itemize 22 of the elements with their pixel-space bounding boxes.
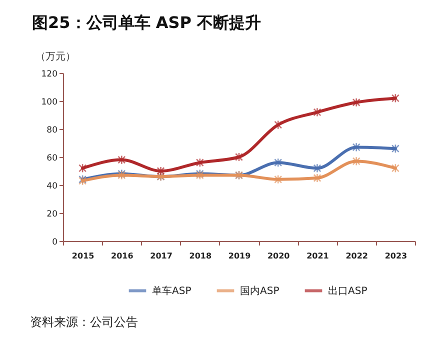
x-tick-label: 2016 [111, 252, 134, 260]
y-tick-label: 0 [52, 238, 58, 248]
x-tick-label: 2018 [189, 252, 212, 260]
legend-label: 国内ASP [240, 284, 280, 297]
text: 资料来源：公司公告 [30, 315, 138, 329]
x-tick-label: 2020 [267, 252, 290, 260]
y-tick-label: 40 [46, 182, 58, 192]
y-axis-title: （万元） [36, 52, 76, 62]
y-tick-label: 120 [41, 70, 58, 80]
legend-label: 单车ASP [152, 284, 192, 297]
x-tick-label: 2019 [228, 252, 252, 260]
legend-label: 出口ASP [328, 284, 368, 297]
x-tick-label: 2023 [384, 252, 408, 260]
y-tick-label: 60 [46, 154, 58, 164]
x-tick-label: 2015 [72, 252, 95, 260]
y-tick-label: 80 [46, 126, 58, 136]
y-tick-label: 20 [46, 210, 58, 220]
x-tick-label: 2021 [306, 252, 330, 260]
x-tick-label: 2017 [150, 252, 172, 260]
chart-title: 图25：公司单车 ASP 不断提升 [32, 13, 262, 32]
x-tick-label: 2022 [346, 252, 368, 260]
y-tick-label: 100 [41, 98, 58, 108]
